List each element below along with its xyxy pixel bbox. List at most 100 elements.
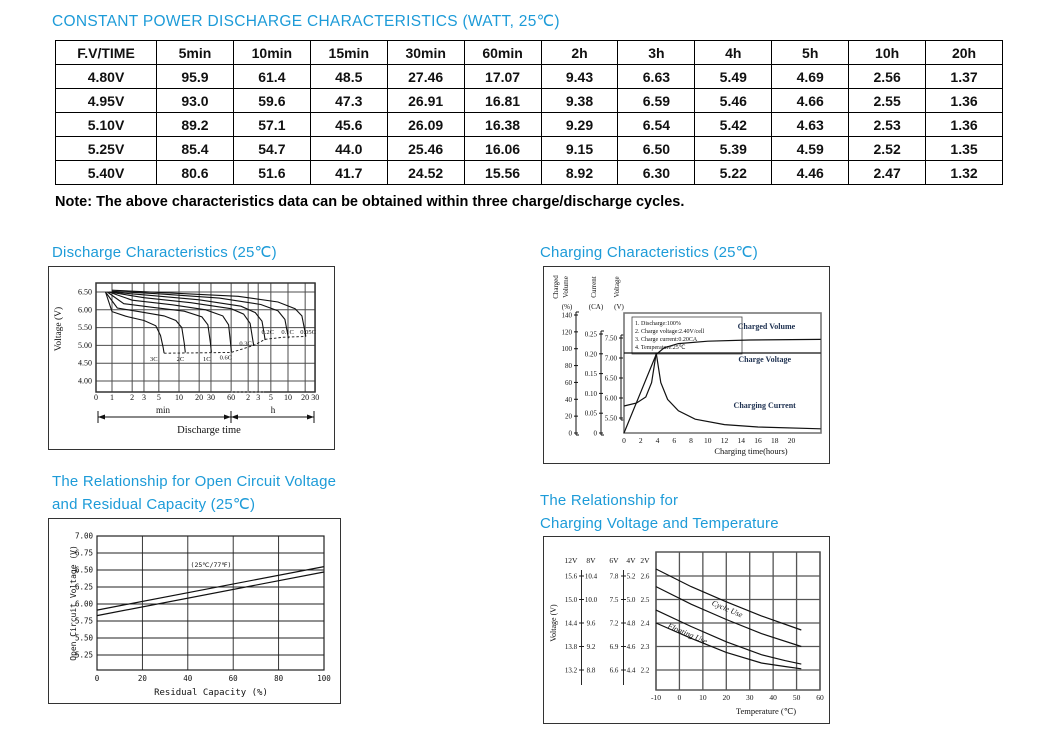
table-cell: 26.91 [386, 88, 465, 113]
table-cell: 2.55 [848, 88, 927, 113]
svg-text:3: 3 [142, 393, 146, 402]
table-row: 5.10V 89.2 57.1 45.6 26.09 16.38 9.29 6.54 5.42 4… [55, 112, 1003, 137]
external-axes: 140 120 100 80 60 40 20 0 Charged Volume (%) 0.25 0.… [552, 275, 625, 438]
svg-text:(25℃/77℉): (25℃/77℉) [191, 561, 232, 569]
table-cell: 5.22 [694, 160, 773, 185]
svg-text:6V: 6V [609, 556, 619, 565]
svg-text:6.6: 6.6 [610, 667, 619, 675]
series: 3C 2C 1C 0.6C 0.3C 0.2C 0.1C 0.05C [104, 289, 316, 363]
svg-text:(CA): (CA) [589, 303, 604, 311]
curve-1C [106, 291, 212, 353]
svg-text:Residual Capacity (%): Residual Capacity (%) [154, 688, 268, 698]
svg-text:2. Charge voltage:2.40V/cell: 2. Charge voltage:2.40V/cell [635, 329, 705, 335]
table-cell: 4.69 [771, 64, 850, 89]
section-title-cvt-line2: Charging Voltage and Temperature [540, 515, 779, 532]
svg-text:18: 18 [771, 436, 779, 445]
table-header-cell: 3h [617, 40, 696, 65]
svg-text:6.50: 6.50 [78, 288, 92, 297]
table-cell: 9.15 [540, 136, 619, 161]
table-cell: 1.37 [925, 64, 1003, 89]
table-cell: 9.29 [540, 112, 619, 137]
page-title: CONSTANT POWER DISCHARGE CHARACTERISTICS… [52, 13, 560, 30]
svg-text:3. Charge current:0.20CA: 3. Charge current:0.20CA [635, 337, 698, 343]
svg-text:4.00: 4.00 [78, 377, 92, 386]
curve-Cycle Use lower [655, 586, 802, 648]
svg-text:-10: -10 [651, 693, 661, 702]
table-cell: 61.4 [232, 64, 311, 89]
svg-text:10: 10 [699, 693, 707, 702]
svg-text:10.0: 10.0 [585, 596, 598, 604]
svg-text:2: 2 [130, 393, 134, 402]
section-title-ocv: The Relationship for Open Circuit Voltag… [52, 470, 336, 516]
plot-frame [95, 282, 316, 393]
svg-text:0.25: 0.25 [585, 331, 598, 339]
table-header-cell: 5min [156, 40, 234, 65]
svg-text:40: 40 [565, 396, 573, 404]
svg-text:6.9: 6.9 [610, 643, 619, 651]
svg-text:0.20: 0.20 [585, 350, 598, 358]
table-cell: 4.66 [771, 88, 850, 113]
table-header-row: F.V/TIME 5min 10min 15min 30min 60min 2h 3h 4h 5h… [55, 40, 1003, 65]
table-cell: 5.49 [694, 64, 773, 89]
curve-0.1C [111, 290, 289, 339]
table-cell: 24.52 [386, 160, 465, 185]
svg-text:15.6: 15.6 [565, 573, 578, 581]
svg-text:9.2: 9.2 [587, 643, 596, 651]
svg-text:7.00: 7.00 [75, 532, 94, 541]
table-row: 5.25V 85.4 54.7 44.0 25.46 16.06 9.15 6.50 5.39 4… [55, 136, 1003, 161]
svg-text:0.1C: 0.1C [281, 329, 293, 336]
table-header-cell: 2h [540, 40, 619, 65]
svg-text:8V: 8V [586, 556, 596, 565]
svg-text:(%): (%) [562, 303, 573, 311]
svg-text:5.50: 5.50 [75, 634, 94, 643]
svg-text:10: 10 [704, 436, 712, 445]
svg-text:1. Discharge:100%: 1. Discharge:100% [635, 321, 681, 327]
svg-text:5.2: 5.2 [627, 573, 636, 581]
cutoff-dashed-line [164, 336, 306, 354]
conditions-box [631, 316, 743, 355]
svg-text:Discharge time: Discharge time [177, 425, 241, 436]
curve-3C [104, 291, 165, 354]
table-header-cell: 30min [386, 40, 465, 65]
svg-text:1: 1 [110, 393, 114, 402]
table-cell: 1.32 [925, 160, 1003, 185]
series: Charged Volume Charge Voltage Charging Cur… [623, 322, 821, 434]
svg-text:80: 80 [565, 362, 573, 370]
svg-text:13.8: 13.8 [565, 643, 578, 651]
table-cell: 25.46 [386, 136, 465, 161]
svg-text:0.2C: 0.2C [262, 329, 274, 336]
svg-text:60: 60 [565, 379, 573, 387]
table-cell: 6.30 [617, 160, 696, 185]
svg-text:7.5: 7.5 [610, 596, 619, 604]
svg-text:0.10: 0.10 [585, 390, 598, 398]
curve-Cycle Use upper [655, 568, 802, 631]
svg-text:2.6: 2.6 [641, 573, 650, 581]
svg-text:10: 10 [175, 393, 183, 402]
svg-text:20: 20 [195, 393, 203, 402]
curve-2C [105, 291, 186, 353]
table-cell: 1.36 [925, 112, 1003, 137]
cvt-chart-svg: -10 0 10 20 30 40 50 60 Temperature (℃) Voltage (… [549, 551, 824, 716]
open-circuit-voltage-chart: 7.00 6.75 6.50 6.25 6.00 5.75 5.50 5.25 0 20 40 60 8… [48, 518, 341, 704]
svg-text:20: 20 [788, 436, 796, 445]
svg-text:Charge Voltage: Charge Voltage [738, 355, 791, 364]
svg-text:Voltage: Voltage [613, 276, 621, 297]
table-cell: 5.40V [55, 160, 157, 185]
table-cell: 5.25V [55, 136, 157, 161]
svg-text:5: 5 [157, 393, 161, 402]
svg-text:5.25: 5.25 [75, 651, 93, 660]
svg-text:60: 60 [227, 393, 235, 402]
svg-text:2.3: 2.3 [641, 643, 650, 651]
svg-text:40: 40 [769, 693, 777, 702]
svg-text:6.00: 6.00 [605, 395, 618, 403]
curve-charging-current [655, 352, 821, 430]
svg-text:20: 20 [723, 693, 731, 702]
svg-text:80: 80 [274, 674, 284, 683]
svg-text:8.8: 8.8 [587, 667, 596, 675]
svg-text:Cycle Use: Cycle Use [710, 598, 744, 619]
table-cell: 6.54 [617, 112, 696, 137]
svg-text:2: 2 [246, 393, 250, 402]
table-cell: 2.47 [848, 160, 927, 185]
discharge-chart-svg: 6.506.005.505.004.504.000 1 2 3 5 10 20 30 60 2 3 5… [53, 282, 319, 436]
table-cell: 26.09 [386, 112, 465, 137]
